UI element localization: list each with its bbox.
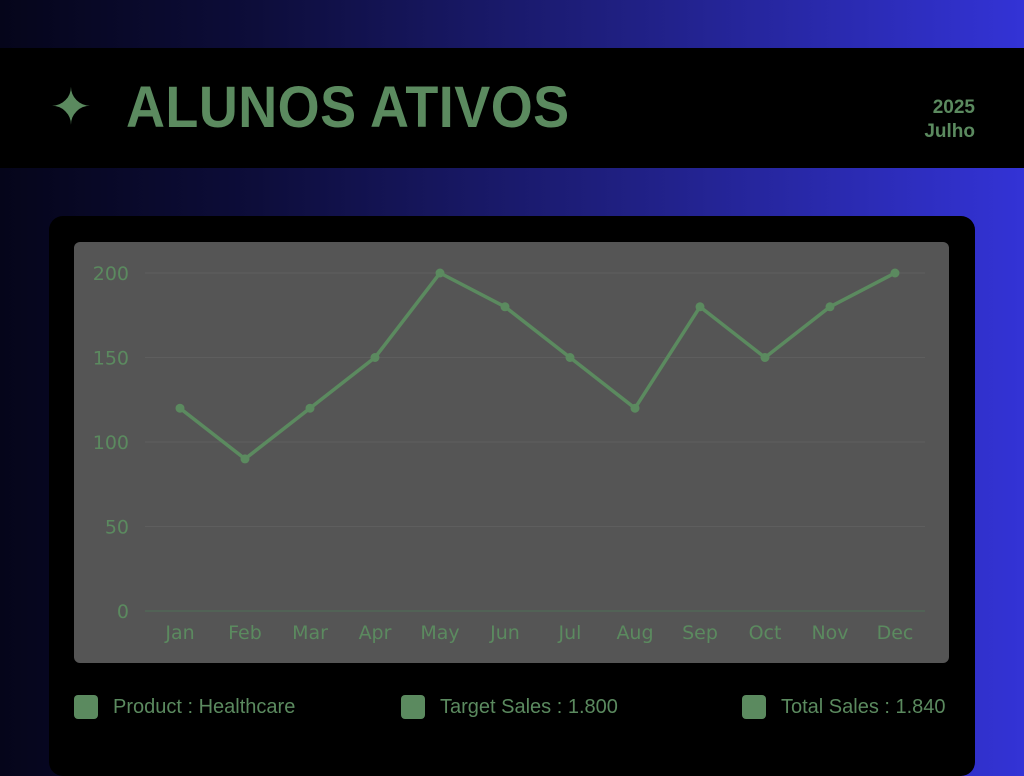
- x-tick-label: Mar: [292, 622, 328, 644]
- x-tick-label: Aug: [616, 622, 653, 644]
- data-point: [565, 353, 575, 362]
- month-label: Julho: [924, 121, 975, 142]
- legend-swatch: [401, 695, 425, 719]
- x-tick-label: Jan: [164, 622, 194, 644]
- legend-label-product: Product : Healthcare: [113, 695, 296, 718]
- x-tick-label: Dec: [877, 622, 914, 644]
- legend-swatch: [74, 695, 98, 719]
- legend-label-target-sales: Target Sales : 1.800: [440, 695, 618, 718]
- data-point: [890, 268, 900, 278]
- data-point: [240, 454, 250, 464]
- legend-item-product: Product : Healthcare: [74, 694, 295, 720]
- x-tick-label: Jul: [558, 622, 582, 644]
- data-point: [370, 353, 380, 362]
- legend-item-total-sales: Total Sales : 1.840: [742, 694, 946, 720]
- data-point: [435, 268, 445, 278]
- y-tick-label: 100: [93, 432, 129, 454]
- y-tick-label: 0: [117, 601, 129, 623]
- data-point: [695, 302, 705, 312]
- x-tick-label: Sep: [682, 622, 718, 644]
- data-point: [500, 302, 510, 312]
- sparkle-icon: ✦: [50, 78, 92, 136]
- year-label: 2025: [932, 97, 975, 118]
- date-block: 2025 Julho: [924, 96, 975, 144]
- x-tick-label: Feb: [228, 622, 262, 644]
- legend-swatch: [742, 695, 766, 719]
- data-point: [305, 403, 315, 413]
- x-tick-label: May: [420, 622, 459, 644]
- x-tick-label: Apr: [359, 622, 392, 644]
- legend-item-target-sales: Target Sales : 1.800: [401, 694, 618, 720]
- legend-label-total-sales: Total Sales : 1.840: [781, 695, 946, 718]
- x-tick-label: Nov: [811, 622, 848, 644]
- page-title: ALUNOS ATIVOS: [126, 75, 570, 140]
- x-tick-label: Jun: [489, 622, 520, 644]
- series-line: [178, 271, 897, 461]
- header-bar: [0, 48, 1024, 168]
- x-tick-label: Oct: [749, 622, 782, 644]
- data-point: [630, 403, 640, 413]
- data-point: [175, 403, 185, 413]
- data-point: [825, 302, 835, 312]
- y-tick-label: 150: [93, 348, 129, 370]
- data-point: [760, 353, 770, 362]
- y-tick-label: 50: [105, 517, 129, 539]
- y-tick-label: 200: [93, 263, 129, 285]
